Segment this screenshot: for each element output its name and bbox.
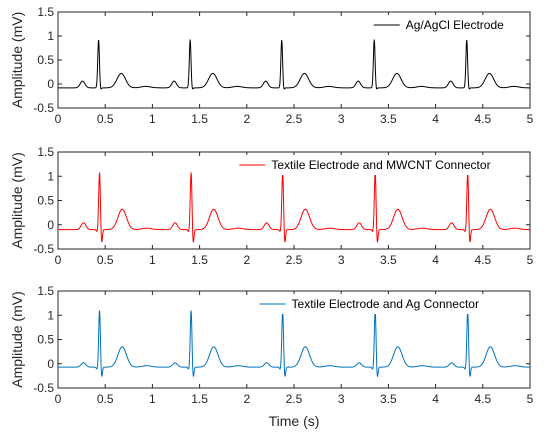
x-tick-label: 4.5 [474, 392, 491, 406]
x-tick-label: 1.5 [191, 253, 208, 267]
chart-panel-2: 0 0.5 1 1.5 2 2.5 3 3.5 4 4.5 5-0.500.511.5Amplitu… [9, 145, 534, 267]
y-axis-label: Amplitude (mV) [9, 291, 25, 387]
x-tick-label: 2 [243, 253, 250, 267]
y-tick-label: -0.5 [33, 381, 54, 395]
x-tick-label: 0.5 [97, 112, 114, 126]
x-tick-label: 5 [527, 112, 534, 126]
x-tick-label: 1 [149, 392, 156, 406]
x-tick-label: 2.5 [286, 112, 303, 126]
x-tick-label: 3 [338, 112, 345, 126]
x-tick-label: 4.5 [474, 112, 491, 126]
chart-panel-3: 0 0.5 1 1.5 2 2.5 3 3.5 4 4.5 5-0.500.511.5Amplitu… [9, 284, 534, 429]
legend-label: Textile Electrode and Ag Connector [292, 297, 479, 311]
x-tick-label: 4 [432, 112, 439, 126]
y-tick-label: 0.5 [37, 53, 54, 67]
y-tick-label: 0.5 [37, 333, 54, 347]
x-tick-label: 4 [432, 253, 439, 267]
x-tick-label: 0 [55, 112, 62, 126]
x-tick-label: 3 [338, 253, 345, 267]
y-tick-label: -0.5 [33, 242, 54, 256]
x-tick-label: 4 [432, 392, 439, 406]
x-tick-label: 1 [149, 112, 156, 126]
x-tick-label: 4.5 [474, 253, 491, 267]
x-tick-label: 3.5 [380, 392, 397, 406]
y-tick-label: 0 [47, 218, 54, 232]
y-tick-label: 1.5 [37, 5, 54, 19]
x-tick-label: 0.5 [97, 392, 114, 406]
x-tick-label: 0 [55, 392, 62, 406]
x-tick-label: 3.5 [380, 253, 397, 267]
x-tick-label: 0.5 [97, 253, 114, 267]
x-tick-label: 2.5 [286, 392, 303, 406]
x-tick-label: 1.5 [191, 112, 208, 126]
series-line [57, 310, 531, 377]
x-tick-label: 5 [527, 392, 534, 406]
y-tick-label: 1 [47, 169, 54, 183]
series-line [57, 172, 531, 243]
x-tick-label: 1.5 [191, 392, 208, 406]
chart-panel-1: 0 0.5 1 1.5 2 2.5 3 3.5 4 4.5 5-0.500.511.5Amplitu… [9, 5, 534, 126]
y-tick-label: 1.5 [37, 145, 54, 159]
y-tick-label: 0.5 [37, 194, 54, 208]
y-axis-label: Amplitude (mV) [9, 12, 25, 108]
x-tick-label: 3 [338, 392, 345, 406]
x-tick-label: 5 [527, 253, 534, 267]
series-line [57, 39, 531, 90]
y-tick-label: 1.5 [37, 284, 54, 298]
legend-label: Textile Electrode and MWCNT Connector [271, 158, 490, 172]
y-tick-label: -0.5 [33, 101, 54, 115]
x-tick-label: 2 [243, 112, 250, 126]
y-axis-label: Amplitude (mV) [9, 152, 25, 248]
x-tick-label: 2 [243, 392, 250, 406]
y-tick-label: 1 [47, 308, 54, 322]
x-axis-label: Time (s) [269, 413, 320, 429]
x-tick-label: 1 [149, 253, 156, 267]
x-tick-label: 3.5 [380, 112, 397, 126]
legend-box [253, 294, 526, 314]
y-tick-label: 0 [47, 357, 54, 371]
legend-label: Ag/AgCl Electrode [406, 18, 504, 32]
x-tick-label: 2.5 [286, 253, 303, 267]
x-tick-label: 0 [55, 253, 62, 267]
legend-box [233, 155, 527, 175]
legend-box [367, 15, 526, 35]
y-tick-label: 0 [47, 77, 54, 91]
y-tick-label: 1 [47, 29, 54, 43]
